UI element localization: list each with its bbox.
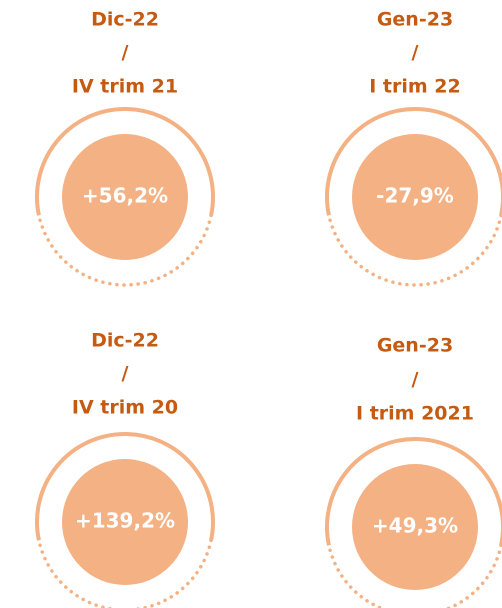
tile: Gen-23 / I trim 22 -27,9% — [325, 9, 502, 287]
tile-header-line: IV trim 20 — [72, 397, 178, 419]
ring-solid — [35, 107, 215, 216]
tile-value: +49,3% — [372, 514, 458, 538]
tile-header-line: Gen-23 — [377, 335, 453, 357]
tile-header-line: Dic-22 — [91, 9, 159, 31]
value-disc — [352, 134, 478, 260]
tile-header-line: / — [122, 42, 129, 64]
tile-header-line: Dic-22 — [91, 330, 159, 352]
ring-solid — [325, 437, 502, 546]
tile: Gen-23 / I trim 2021 +49,3% — [325, 335, 502, 608]
tile-value: +139,2% — [75, 509, 175, 533]
ring-dotted — [327, 543, 502, 608]
tile-header-line: I trim 2021 — [356, 403, 474, 425]
tile-header-line: IV trim 21 — [72, 76, 178, 98]
value-disc — [352, 464, 478, 590]
tile-value: +56,2% — [82, 184, 168, 208]
tile: Dic-22 / IV trim 21 +56,2% — [35, 9, 215, 287]
ring-solid — [35, 432, 215, 541]
tile: Dic-22 / IV trim 20 +139,2% — [35, 330, 215, 608]
tile-header-line: / — [122, 363, 129, 385]
value-disc — [62, 134, 188, 260]
tile-value: -27,9% — [376, 184, 454, 208]
ring-dotted — [37, 538, 213, 608]
value-disc — [62, 459, 188, 585]
tile-header-line: / — [412, 369, 419, 391]
tile-header-line: / — [412, 42, 419, 64]
tile-header-line: Gen-23 — [377, 9, 453, 31]
ring-dotted — [327, 213, 502, 287]
tile-header-line: I trim 22 — [369, 76, 461, 98]
ring-solid — [325, 107, 502, 216]
ring-dotted — [37, 213, 213, 287]
